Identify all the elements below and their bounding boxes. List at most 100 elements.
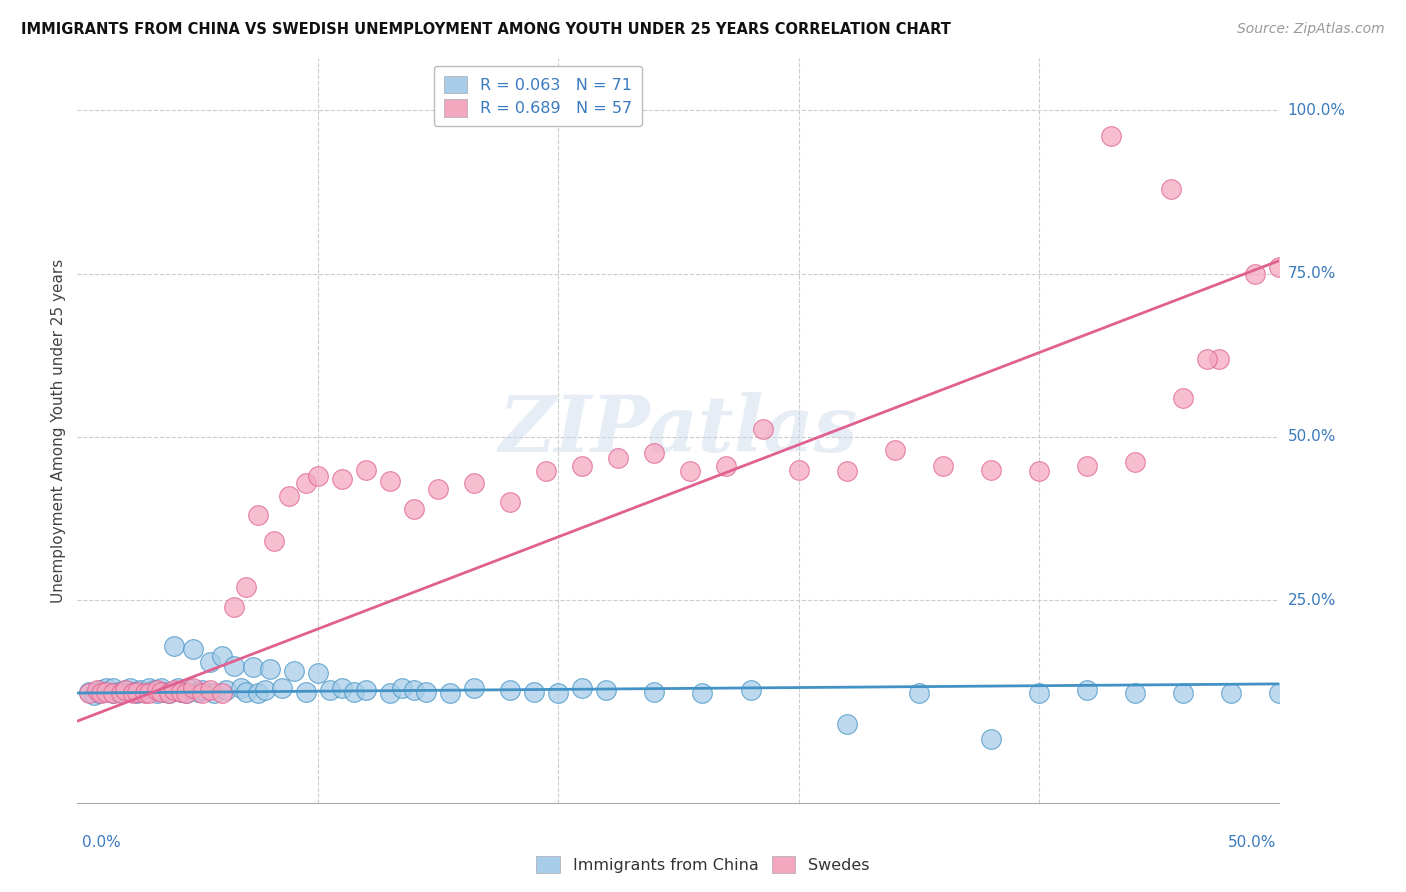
Point	[1123, 455, 1146, 469]
Point	[354, 462, 377, 476]
Point	[235, 580, 257, 594]
Point	[607, 450, 630, 465]
Point	[1076, 683, 1098, 698]
Point	[391, 681, 413, 696]
Point	[170, 684, 193, 698]
Point	[787, 462, 810, 476]
Point	[211, 686, 233, 700]
Point	[222, 658, 245, 673]
Point	[835, 464, 858, 478]
Point	[643, 684, 665, 698]
Point	[114, 683, 136, 698]
Point	[716, 459, 738, 474]
Point	[439, 686, 461, 700]
Point	[1268, 260, 1291, 274]
Point	[1268, 686, 1291, 700]
Point	[1173, 686, 1195, 700]
Point	[499, 683, 522, 698]
Point	[883, 442, 905, 457]
Point	[114, 683, 136, 698]
Point	[463, 475, 485, 490]
Point	[83, 688, 105, 702]
Point	[270, 681, 292, 696]
Point	[980, 731, 1002, 746]
Point	[679, 464, 702, 478]
Point	[908, 686, 931, 700]
Point	[198, 683, 221, 698]
Point	[835, 717, 858, 731]
Point	[120, 681, 142, 696]
Point	[150, 681, 173, 696]
Point	[1099, 129, 1122, 144]
Point	[211, 648, 233, 663]
Y-axis label: Unemployment Among Youth under 25 years: Unemployment Among Youth under 25 years	[51, 259, 66, 602]
Text: 50.0%: 50.0%	[1229, 836, 1277, 850]
Point	[1220, 686, 1243, 700]
Point	[215, 683, 238, 698]
Point	[174, 686, 197, 700]
Point	[246, 686, 269, 700]
Point	[534, 464, 557, 478]
Point	[751, 422, 773, 436]
Point	[127, 684, 149, 698]
Point	[128, 683, 150, 698]
Point	[79, 684, 101, 698]
Point	[283, 664, 305, 678]
Point	[235, 684, 257, 698]
Point	[932, 459, 955, 474]
Point	[378, 475, 401, 489]
Point	[145, 686, 167, 700]
Point	[523, 684, 546, 698]
Text: IMMIGRANTS FROM CHINA VS SWEDISH UNEMPLOYMENT AMONG YOUTH UNDER 25 YEARS CORRELA: IMMIGRANTS FROM CHINA VS SWEDISH UNEMPLO…	[21, 22, 950, 37]
Point	[96, 684, 118, 698]
Point	[427, 482, 450, 496]
Point	[499, 495, 522, 509]
Point	[277, 489, 299, 503]
Point	[157, 686, 180, 700]
Point	[103, 681, 125, 696]
Point	[198, 656, 221, 670]
Point	[1160, 181, 1182, 195]
Point	[191, 683, 214, 698]
Point	[253, 683, 276, 698]
Text: 25.0%: 25.0%	[1288, 593, 1336, 607]
Text: 75.0%: 75.0%	[1288, 266, 1336, 281]
Point	[107, 684, 129, 698]
Point	[343, 684, 366, 698]
Point	[740, 683, 762, 698]
Point	[980, 462, 1002, 476]
Text: Source: ZipAtlas.com: Source: ZipAtlas.com	[1237, 22, 1385, 37]
Point	[150, 684, 173, 698]
Point	[242, 660, 264, 674]
Point	[415, 684, 437, 698]
Point	[229, 681, 252, 696]
Point	[191, 686, 214, 700]
Point	[110, 686, 132, 700]
Point	[110, 686, 132, 700]
Point	[402, 501, 425, 516]
Point	[90, 686, 112, 700]
Point	[96, 681, 118, 696]
Point	[643, 446, 665, 460]
Point	[571, 459, 593, 474]
Point	[86, 683, 108, 698]
Point	[143, 683, 166, 698]
Point	[263, 534, 285, 549]
Point	[153, 684, 176, 698]
Point	[186, 684, 209, 698]
Point	[103, 686, 125, 700]
Point	[319, 683, 342, 698]
Point	[1076, 459, 1098, 474]
Point	[307, 666, 329, 681]
Point	[1028, 464, 1050, 478]
Point	[294, 684, 316, 698]
Point	[162, 683, 184, 698]
Text: 0.0%: 0.0%	[82, 836, 121, 850]
Point	[294, 475, 316, 490]
Point	[1028, 686, 1050, 700]
Point	[378, 686, 401, 700]
Point	[354, 683, 377, 698]
Text: 50.0%: 50.0%	[1288, 429, 1336, 444]
Point	[1173, 391, 1195, 405]
Point	[222, 599, 245, 614]
